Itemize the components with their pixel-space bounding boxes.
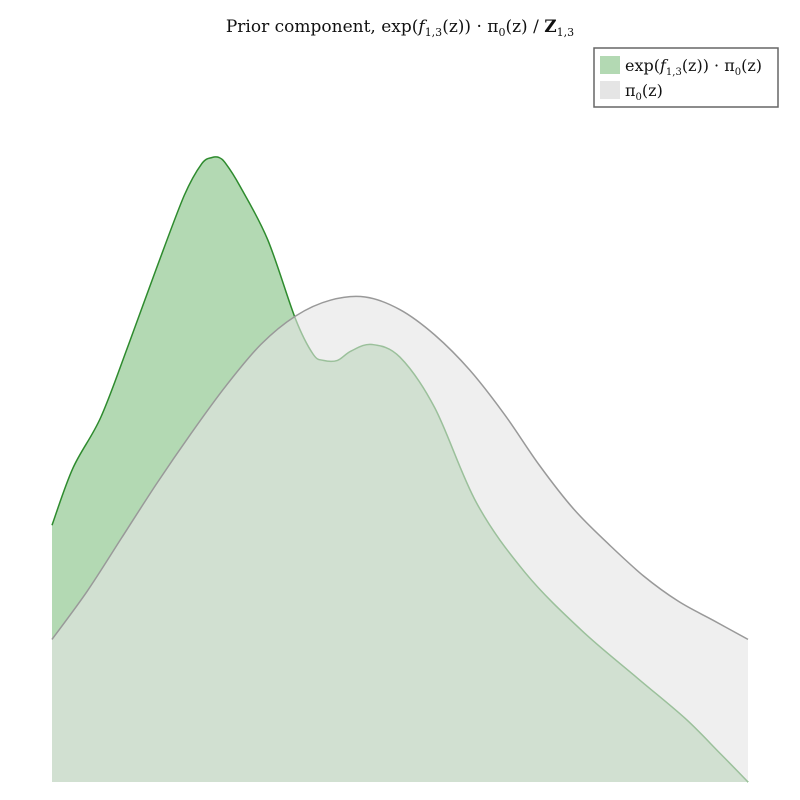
legend-label-exp-f: exp(f1,3(z)) · π0(z) <box>625 56 762 78</box>
legend-label-pi0: π0(z) <box>625 81 663 103</box>
series-line-1 <box>51 295 749 641</box>
chart-title: Prior component, exp(f1,3(z)) · π0(z) / … <box>226 17 574 39</box>
series-area-1 <box>52 296 748 782</box>
plot-area <box>51 156 749 783</box>
legend-swatch-pi0 <box>600 81 620 99</box>
legend-swatch-exp-f <box>600 56 620 74</box>
legend: exp(f1,3(z)) · π0(z) π0(z) <box>593 47 779 108</box>
legend-box <box>593 47 779 108</box>
